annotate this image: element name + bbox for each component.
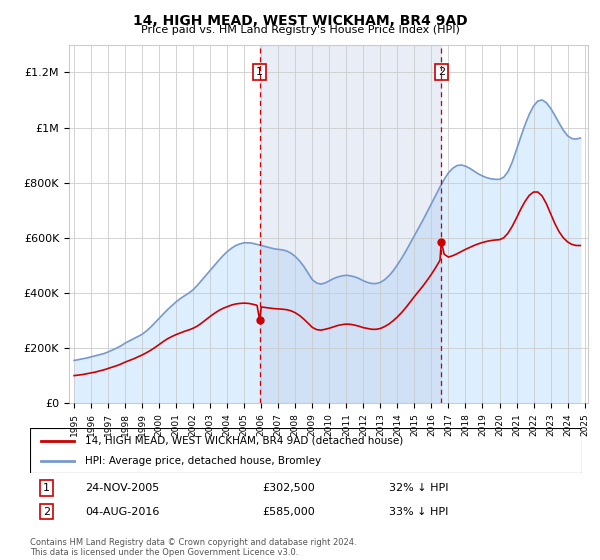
Text: 14, HIGH MEAD, WEST WICKHAM, BR4 9AD (detached house): 14, HIGH MEAD, WEST WICKHAM, BR4 9AD (de… [85, 436, 403, 446]
Text: 1: 1 [43, 483, 50, 493]
Text: Contains HM Land Registry data © Crown copyright and database right 2024.
This d: Contains HM Land Registry data © Crown c… [30, 538, 356, 557]
Text: 33% ↓ HPI: 33% ↓ HPI [389, 507, 448, 517]
Text: £302,500: £302,500 [262, 483, 314, 493]
Text: 24-NOV-2005: 24-NOV-2005 [85, 483, 160, 493]
Text: Price paid vs. HM Land Registry's House Price Index (HPI): Price paid vs. HM Land Registry's House … [140, 25, 460, 35]
Text: 14, HIGH MEAD, WEST WICKHAM, BR4 9AD: 14, HIGH MEAD, WEST WICKHAM, BR4 9AD [133, 14, 467, 28]
Text: HPI: Average price, detached house, Bromley: HPI: Average price, detached house, Brom… [85, 456, 322, 466]
Text: 2: 2 [438, 67, 445, 77]
Text: 2: 2 [43, 507, 50, 517]
Text: 32% ↓ HPI: 32% ↓ HPI [389, 483, 448, 493]
Text: £585,000: £585,000 [262, 507, 314, 517]
Bar [260, 45, 442, 403]
Text: 04-AUG-2016: 04-AUG-2016 [85, 507, 160, 517]
Text: 1: 1 [256, 67, 263, 77]
Bar [442, 45, 590, 403]
